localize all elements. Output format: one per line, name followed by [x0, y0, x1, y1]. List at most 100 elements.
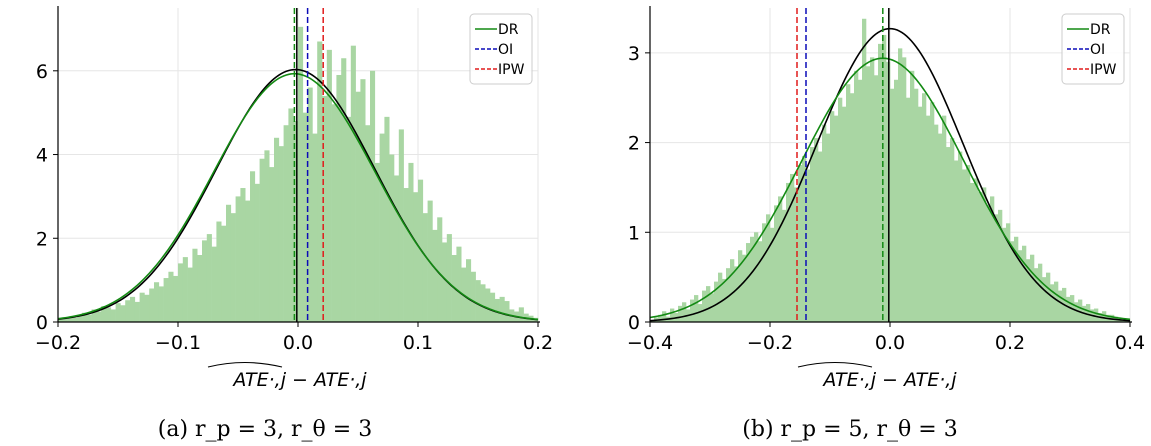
histogram-bar — [470, 271, 476, 322]
x-tick-label: 0.2 — [523, 332, 553, 354]
histogram-bar — [1050, 284, 1055, 322]
y-tick-label: 2 — [628, 133, 640, 155]
histogram-bar — [322, 95, 328, 322]
histogram-bar — [710, 293, 715, 322]
histogram-bar — [187, 267, 193, 322]
histogram-bar — [389, 154, 395, 322]
histogram-bar — [834, 115, 839, 323]
histogram-bar — [331, 104, 337, 322]
histogram-bar — [862, 18, 867, 322]
histogram-bar — [230, 213, 236, 322]
histogram-bar — [826, 133, 831, 322]
histogram-bar — [274, 137, 280, 322]
histogram-bar — [168, 271, 174, 322]
histogram-bar — [962, 169, 967, 322]
x-tick-label: 0.4 — [1115, 332, 1145, 354]
histogram-bar — [782, 209, 787, 322]
subcaption: (b) r_p = 5, r_θ = 3 — [742, 417, 957, 442]
histogram-bar — [970, 182, 975, 322]
histogram-bar — [1022, 245, 1027, 322]
histogram-bar — [1026, 259, 1031, 322]
histogram-bar — [192, 248, 198, 322]
histogram-bar — [312, 133, 318, 322]
histogram-bar — [422, 213, 428, 322]
y-tick-label: 0 — [628, 312, 640, 334]
histogram-bar — [475, 280, 481, 322]
histogram-bar — [456, 246, 462, 322]
legend-label-dr: DR — [1090, 22, 1111, 38]
x-tick-label: 0.2 — [995, 332, 1025, 354]
histogram-bar — [854, 70, 859, 322]
histogram-bar — [139, 292, 145, 322]
histogram-bar — [950, 138, 955, 322]
y-tick-label: 6 — [36, 61, 48, 83]
histogram-bar — [1094, 308, 1099, 322]
histogram-bar — [998, 209, 1003, 322]
histogram-bar — [120, 305, 126, 322]
histogram-bar — [211, 246, 217, 322]
histogram-bar — [850, 93, 855, 322]
histogram-bar — [1078, 299, 1083, 322]
legend-label-dr: DR — [498, 22, 519, 38]
histogram-bar — [1018, 250, 1023, 322]
histogram-bar — [341, 58, 347, 323]
histogram-bar — [499, 296, 505, 322]
histogram-bar — [830, 111, 835, 323]
histogram-bar — [77, 315, 83, 322]
histogram-bar — [466, 259, 472, 322]
histogram-bar — [1046, 272, 1051, 322]
histogram-bar — [485, 288, 491, 322]
histogram-bar — [814, 138, 819, 322]
green-density-curve — [649, 57, 1131, 321]
histogram-bar — [822, 124, 827, 322]
histogram-bar — [846, 84, 851, 322]
y-tick-label: 3 — [628, 43, 640, 65]
histogram-bar — [96, 311, 102, 322]
histogram-bar — [173, 275, 179, 322]
histogram-bar — [82, 312, 88, 322]
histogram-bar — [317, 41, 323, 322]
histogram-bar — [298, 26, 304, 323]
histogram-bar — [379, 133, 385, 322]
histogram-bar — [206, 234, 212, 322]
histogram-bar — [758, 241, 763, 322]
histogram-bar — [842, 106, 847, 322]
histogram-bar — [346, 116, 352, 322]
histogram-bar — [480, 284, 486, 322]
x-tick-label: −0.1 — [155, 332, 201, 354]
histogram-bar — [922, 93, 927, 322]
y-tick-label: 0 — [36, 312, 48, 334]
black-density-curve — [649, 27, 1131, 322]
histogram-bar — [288, 108, 294, 322]
histogram-bar — [926, 115, 931, 323]
histogram-bar — [670, 308, 675, 322]
subcaption: (a) r_p = 3, r_θ = 3 — [158, 417, 372, 442]
histogram-bar — [518, 307, 524, 322]
histogram-bar — [946, 147, 951, 322]
histogram-bar — [694, 295, 699, 322]
histogram-bar — [1010, 241, 1015, 322]
histogram-bar — [384, 116, 390, 322]
histogram-bar — [259, 158, 265, 322]
histogram-bar — [698, 304, 703, 322]
histogram-bar — [798, 165, 803, 322]
histogram-bar — [874, 75, 879, 323]
histogram-bar — [163, 278, 169, 322]
histogram-bar — [302, 112, 308, 323]
legend-label-ipw: IPW — [498, 62, 525, 78]
histogram-bar — [990, 196, 995, 322]
histogram-bar — [494, 298, 500, 322]
histogram-bar — [144, 294, 150, 322]
histogram-bar — [91, 309, 97, 322]
histogram-bar — [254, 183, 260, 322]
histogram-bar — [197, 255, 203, 322]
histogram-bar — [954, 160, 959, 322]
histogram-bar — [134, 301, 140, 322]
legend-label-oi: OI — [1090, 42, 1105, 58]
histogram-bar — [778, 196, 783, 322]
histogram-bar — [221, 225, 227, 322]
histogram-bar — [1038, 263, 1043, 322]
histogram-bar — [1102, 311, 1107, 322]
histogram-bar — [86, 314, 92, 322]
histogram-bar — [250, 171, 256, 322]
